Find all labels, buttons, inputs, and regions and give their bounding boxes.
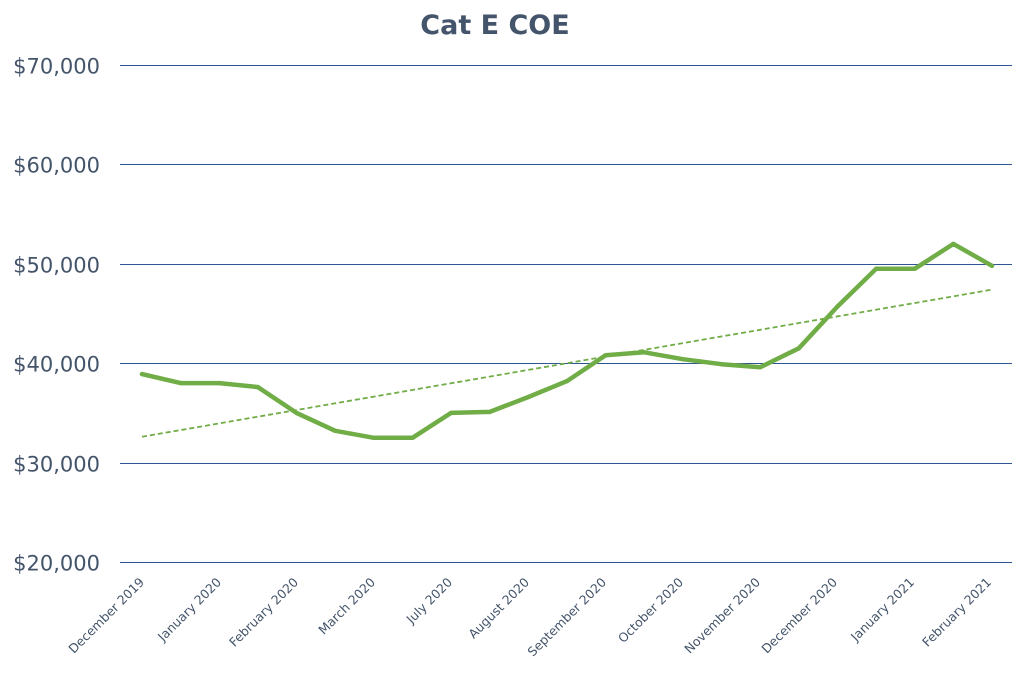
- data-point: [564, 378, 570, 384]
- data-point: [178, 380, 183, 386]
- data-point: [139, 371, 145, 377]
- y-tick-label: $20,000: [13, 552, 100, 576]
- x-tick-label: January 2021: [847, 575, 917, 645]
- chart-title: Cat E COE: [420, 10, 569, 41]
- y-tick-label: $70,000: [13, 55, 100, 79]
- series-layer: [139, 241, 995, 441]
- data-point: [680, 357, 686, 362]
- x-tick-label: October 2020: [615, 574, 686, 645]
- x-tick-label: December 2019: [65, 574, 147, 656]
- x-tick-label: September 2020: [524, 574, 609, 659]
- y-tick-label: $40,000: [13, 353, 100, 377]
- x-tick-label: February 2021: [919, 575, 994, 650]
- data-point: [217, 380, 222, 386]
- x-tick-label: July 2020: [403, 574, 456, 627]
- data-point: [410, 435, 415, 440]
- data-point: [835, 304, 840, 309]
- data-point: [526, 394, 531, 400]
- data-point: [642, 350, 647, 355]
- data-point: [796, 346, 801, 351]
- y-tick-label: $50,000: [13, 254, 100, 278]
- x-tick-label: January 2020: [154, 574, 224, 644]
- data-point: [448, 410, 454, 416]
- data-point: [719, 362, 724, 367]
- data-point: [333, 428, 338, 433]
- x-tick-label: August 2020: [465, 574, 532, 641]
- x-tick-label: February 2020: [226, 574, 301, 649]
- y-axis-labels: $20,000 $30,000 $40,000 $50,000 $60,000 $70,0…: [13, 55, 100, 576]
- x-tick-label: March 2020: [315, 574, 378, 637]
- data-point: [255, 384, 261, 390]
- data-point: [951, 241, 956, 247]
- x-axis-labels: December 2019 January 2020 February 2020 Ma…: [65, 574, 994, 659]
- series-line: [139, 241, 995, 441]
- data-point: [912, 266, 917, 271]
- data-point: [873, 266, 879, 271]
- x-tick-label: November 2020: [681, 574, 763, 656]
- data-point: [758, 365, 763, 370]
- y-tick-label: $60,000: [13, 154, 100, 178]
- data-point: [487, 409, 492, 415]
- data-point: [371, 435, 376, 440]
- data-point: [989, 263, 995, 268]
- y-tick-label: $30,000: [13, 453, 100, 477]
- grid-layer: [120, 65, 1012, 563]
- data-point: [603, 353, 608, 358]
- data-point: [294, 410, 299, 416]
- x-tick-label: December 2020: [758, 574, 840, 656]
